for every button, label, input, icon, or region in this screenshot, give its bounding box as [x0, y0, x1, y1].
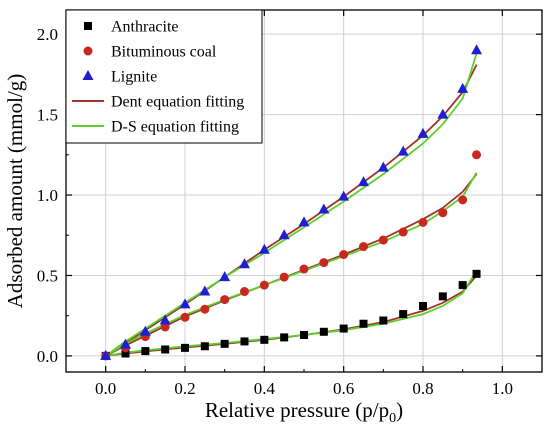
axis-ticks — [65, 10, 543, 372]
bituminous-coal-point — [438, 208, 448, 218]
y-tick-label: 0.5 — [37, 266, 58, 285]
anthracite-point — [240, 337, 249, 346]
lignite-point — [377, 161, 389, 172]
lignite-point — [139, 325, 151, 336]
lignite-point — [471, 44, 483, 55]
anthracite-point — [419, 302, 427, 311]
lignite-point — [120, 338, 131, 349]
bituminous-coal-point — [359, 242, 368, 252]
fit-curve-dent-equation-fitting — [105, 274, 478, 357]
legend-label-bituminous-coal: Bituminous coal — [111, 44, 217, 61]
legend-label-d-s-equation-fitting: D-S equation fitting — [111, 119, 239, 136]
y-tick-label: 0.0 — [37, 347, 58, 366]
lignite-point — [239, 258, 250, 269]
anthracite-point — [399, 310, 408, 319]
anthracite-point — [121, 349, 130, 358]
y-tick-label: 2.0 — [37, 25, 58, 44]
fit-curve-d-s-equation-fitting — [105, 270, 478, 357]
lignite-point — [437, 108, 449, 119]
x-axis-title: Relative pressure (p/p0) — [205, 398, 403, 422]
lignite-point — [199, 285, 211, 296]
lignite-point — [100, 349, 112, 360]
x-tick-label: 0.6 — [333, 379, 354, 398]
legend-swatch-anthracite — [84, 22, 92, 30]
anthracite-point — [260, 335, 269, 344]
legend-label-lignite: Lignite — [111, 69, 157, 86]
anthracite-point — [339, 324, 348, 333]
lignite-point — [159, 314, 171, 325]
x-axis-title-subscript: 0 — [389, 411, 396, 422]
x-tick-label: 0.8 — [412, 379, 433, 398]
anthracite-point — [141, 347, 150, 356]
y-tick-label: 1.0 — [37, 186, 58, 205]
lignite-point — [358, 176, 369, 187]
anthracite-point — [300, 330, 308, 339]
lignite-point — [397, 145, 409, 156]
legend-label-dent-equation-fitting: Dent equation fitting — [111, 94, 244, 111]
anthracite-point — [319, 327, 328, 336]
bituminous-coal-point — [339, 250, 349, 260]
y-tick-label: 1.5 — [37, 106, 58, 125]
bituminous-coal-point — [180, 312, 190, 322]
lignite-point — [219, 271, 231, 282]
legend-box — [65, 9, 263, 144]
axis-tick-labels: 0.0 0.2 0.4 0.6 0.8 1.0 0.0 0.5 1.0 1.5 2.0 — [37, 25, 513, 398]
legend-swatch-lignite — [82, 70, 94, 80]
anthracite-point — [161, 345, 170, 354]
bituminous-coal-point — [378, 235, 388, 245]
legend-swatch-bituminous-coal — [83, 46, 93, 56]
x-axis-title-close: ) — [396, 398, 403, 422]
anthracite-point — [359, 319, 368, 328]
lignite-point — [318, 203, 330, 214]
bituminous-coal-point — [299, 264, 309, 274]
bituminous-coal-point — [160, 322, 170, 332]
y-axis-title: Adsorbed amount (mmol/g) — [3, 74, 27, 308]
x-tick-label: 0.4 — [254, 379, 276, 398]
x-tick-label: 1.0 — [492, 379, 513, 398]
anthracite-point — [458, 281, 467, 290]
lignite-point — [258, 243, 270, 254]
legend-label-anthracite: Anthracite — [111, 19, 179, 36]
anthracite-point — [472, 269, 481, 278]
bituminous-coal-point — [418, 217, 428, 227]
bituminous-coal-point — [240, 287, 249, 297]
legend: Anthracite Bituminous coal Lignite Dent equ… — [65, 9, 263, 144]
lignite-point — [417, 127, 429, 138]
bituminous-coal-point — [319, 258, 329, 268]
lignite-point — [179, 298, 191, 309]
lignite-point — [278, 229, 290, 240]
anthracite-point — [220, 339, 229, 348]
lignite-point — [338, 190, 350, 201]
anthracite-point — [438, 292, 447, 301]
anthracite-point — [181, 343, 189, 352]
anthracite-point — [280, 333, 289, 342]
anthracite-point — [200, 342, 209, 351]
lignite-point — [457, 82, 469, 93]
x-axis-title-main: Relative pressure (p/p — [205, 398, 389, 422]
x-tick-label: 0.0 — [95, 379, 116, 398]
bituminous-coal-point — [259, 280, 269, 290]
bituminous-coal-point — [220, 295, 230, 305]
bituminous-coal-point — [279, 272, 289, 282]
bituminous-coal-point — [472, 150, 482, 160]
bituminous-coal-point — [200, 304, 210, 314]
bituminous-coal-point — [458, 195, 468, 205]
x-tick-label: 0.2 — [174, 379, 195, 398]
data-markers — [100, 44, 483, 361]
anthracite-point — [379, 316, 388, 325]
lignite-point — [298, 216, 310, 227]
bituminous-coal-point — [398, 227, 408, 237]
